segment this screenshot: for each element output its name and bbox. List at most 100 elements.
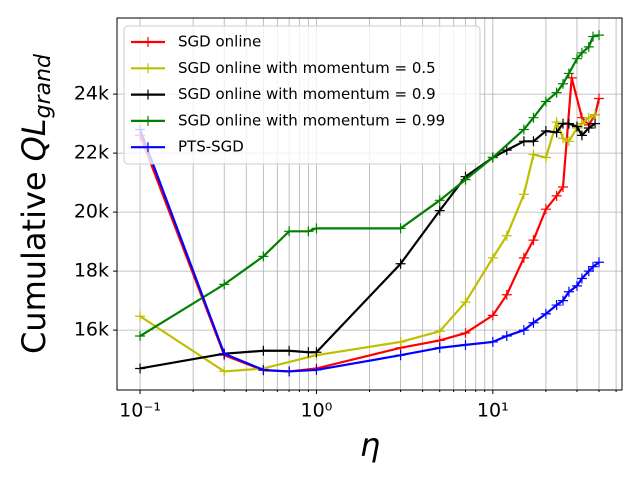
point-marker xyxy=(563,68,574,79)
point-marker xyxy=(528,112,539,123)
legend-marker xyxy=(143,37,153,47)
point-marker xyxy=(590,109,601,120)
point-marker xyxy=(551,117,562,128)
point-marker xyxy=(518,189,529,200)
legend-marker xyxy=(143,142,153,153)
point-marker xyxy=(558,295,569,306)
point-marker xyxy=(563,136,574,147)
point-marker xyxy=(460,328,471,339)
point-marker xyxy=(571,121,582,132)
ticks: 10⁻¹ 10⁰ 10¹ 16k 18k 20k 22k 24k xyxy=(74,83,617,422)
x-tick-label: 10⁻¹ xyxy=(119,400,161,422)
point-marker xyxy=(528,235,539,246)
point-marker xyxy=(460,297,471,308)
point-marker xyxy=(576,47,587,58)
point-marker xyxy=(501,230,512,241)
point-marker xyxy=(571,280,582,291)
point-marker xyxy=(594,257,605,268)
point-marker xyxy=(487,310,498,321)
point-marker xyxy=(395,336,406,347)
point-marker xyxy=(588,31,599,42)
y-tick-label: 16k xyxy=(74,319,109,341)
point-marker xyxy=(434,205,445,216)
point-marker xyxy=(551,300,562,311)
point-marker xyxy=(311,223,322,234)
point-marker xyxy=(583,266,594,277)
point-marker xyxy=(395,350,406,361)
legend-marker xyxy=(143,63,153,74)
y-tick-label: 22k xyxy=(74,142,109,164)
point-marker xyxy=(594,30,605,41)
legend-marker xyxy=(143,89,153,100)
point-marker xyxy=(528,149,539,160)
point-marker xyxy=(551,127,562,138)
point-marker xyxy=(540,204,551,215)
legend-marker xyxy=(143,115,153,126)
point-marker xyxy=(551,87,562,98)
x-axis-label: η xyxy=(360,426,380,464)
point-marker xyxy=(135,311,146,322)
x-tick-label: 10¹ xyxy=(477,400,509,422)
point-marker xyxy=(551,190,562,201)
point-marker xyxy=(487,336,498,347)
point-marker xyxy=(588,261,599,272)
y-tick-label: 18k xyxy=(74,260,109,282)
point-marker xyxy=(460,174,471,185)
legend: SGD online SGD online with momentum = 0.5… xyxy=(123,25,481,165)
point-marker xyxy=(528,136,539,147)
point-marker xyxy=(576,130,587,141)
point-marker xyxy=(576,273,587,284)
point-marker xyxy=(311,364,322,375)
point-marker xyxy=(540,152,551,163)
point-marker xyxy=(583,112,594,123)
x-tick-label: 10⁰ xyxy=(301,400,333,422)
point-marker xyxy=(563,118,574,129)
y-axis-label: Cumulative QLgrand xyxy=(15,53,56,354)
point-marker xyxy=(571,53,582,64)
point-marker xyxy=(219,279,230,290)
point-marker xyxy=(518,136,529,147)
point-marker xyxy=(434,195,445,206)
point-marker xyxy=(487,152,498,163)
point-marker xyxy=(219,348,230,359)
point-marker xyxy=(501,145,512,156)
y-tick-label: 24k xyxy=(74,83,109,105)
y-label-symbol: QL xyxy=(15,118,53,161)
point-marker xyxy=(558,78,569,89)
point-marker xyxy=(284,226,295,237)
y-tick-label: 20k xyxy=(74,201,109,223)
point-marker xyxy=(460,339,471,350)
point-marker xyxy=(395,223,406,234)
point-marker xyxy=(540,96,551,107)
point-marker xyxy=(303,226,314,237)
point-marker xyxy=(258,345,269,356)
y-label-text: Cumulative xyxy=(15,171,53,354)
point-marker xyxy=(540,125,551,136)
legend-label: SGD online xyxy=(178,33,261,51)
point-marker xyxy=(258,364,269,375)
point-marker xyxy=(518,252,529,263)
point-marker xyxy=(594,93,605,104)
point-marker xyxy=(501,331,512,342)
point-marker xyxy=(284,345,295,356)
point-marker xyxy=(311,347,322,358)
legend-label: SGD online with momentum = 0.5 xyxy=(178,59,436,77)
point-marker xyxy=(434,342,445,353)
plot-area xyxy=(135,30,605,377)
point-marker xyxy=(528,317,539,328)
legend-box xyxy=(123,25,481,165)
y-label-subscript: grand xyxy=(31,53,56,118)
point-marker xyxy=(558,133,569,144)
point-marker xyxy=(563,286,574,297)
legend-label: PTS-SGD xyxy=(178,138,244,156)
point-marker xyxy=(135,363,146,374)
point-marker xyxy=(258,251,269,262)
point-marker xyxy=(583,41,594,52)
point-marker xyxy=(590,118,601,129)
point-marker xyxy=(501,289,512,300)
legend-label: SGD online with momentum = 0.9 xyxy=(178,85,436,103)
point-marker xyxy=(558,182,569,193)
point-marker xyxy=(434,326,445,337)
point-marker xyxy=(135,331,146,342)
